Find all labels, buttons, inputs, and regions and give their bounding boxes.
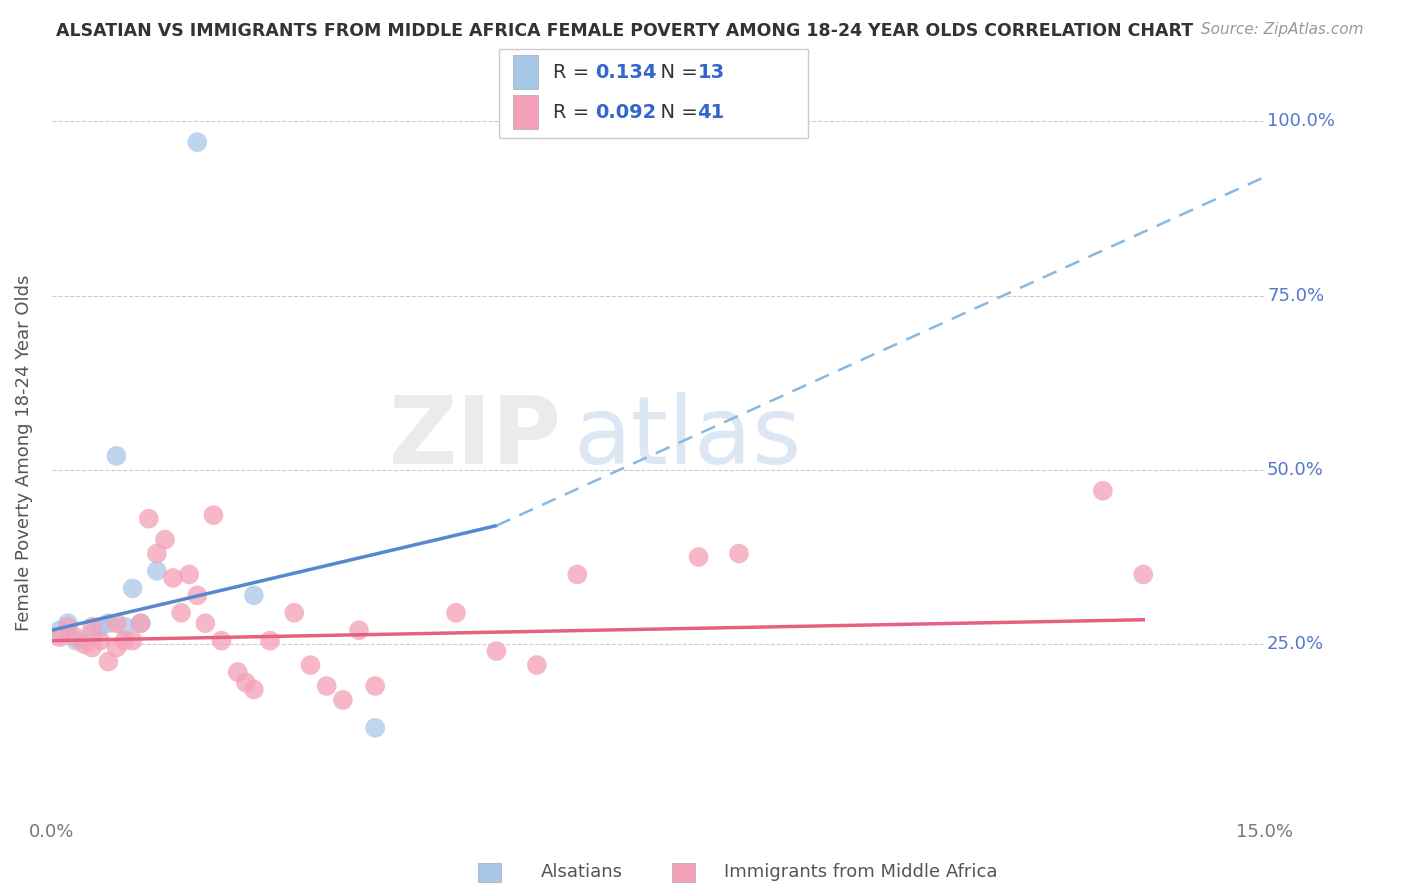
Text: ALSATIAN VS IMMIGRANTS FROM MIDDLE AFRICA FEMALE POVERTY AMONG 18-24 YEAR OLDS C: ALSATIAN VS IMMIGRANTS FROM MIDDLE AFRIC… (56, 22, 1194, 40)
Point (259, 633, 281, 648)
Text: 0.134: 0.134 (595, 62, 657, 82)
Point (485, 644, 508, 658)
Text: N =: N = (648, 103, 704, 122)
Point (114, 620, 136, 634)
Point (129, 616, 152, 631)
Point (146, 547, 169, 561)
Point (243, 588, 266, 602)
Point (105, 616, 128, 631)
Point (105, 449, 128, 463)
Point (82, 640, 104, 655)
Point (56, 620, 79, 634)
Text: R =: R = (553, 103, 595, 122)
Point (226, 665, 249, 679)
Point (364, 721, 387, 735)
Point (97, 616, 120, 631)
Point (179, 567, 201, 582)
Point (170, 606, 193, 620)
Point (153, 533, 176, 547)
Point (49, 624, 72, 638)
Point (526, 658, 548, 673)
Point (186, 135, 208, 149)
Text: 100.0%: 100.0% (1267, 112, 1336, 130)
Point (146, 564, 169, 578)
Y-axis label: Female Poverty Among 18-24 Year Olds: Female Poverty Among 18-24 Year Olds (15, 274, 32, 631)
Point (138, 511, 160, 525)
Text: 25.0%: 25.0% (1267, 635, 1324, 653)
Text: R =: R = (553, 62, 595, 82)
Text: Immigrants from Middle Africa: Immigrants from Middle Africa (724, 863, 998, 881)
Text: 41: 41 (697, 103, 724, 122)
Point (347, 624, 370, 638)
Point (283, 606, 305, 620)
Point (364, 679, 387, 693)
Point (162, 571, 184, 585)
Text: Alsatians: Alsatians (541, 863, 623, 881)
Point (1132, 567, 1154, 582)
Point (186, 588, 208, 602)
Point (56, 616, 79, 631)
Point (1091, 483, 1114, 498)
Point (121, 633, 143, 648)
Point (49, 630, 72, 644)
Point (82, 620, 104, 634)
Point (315, 679, 337, 693)
Text: Source: ZipAtlas.com: Source: ZipAtlas.com (1201, 22, 1364, 37)
Point (97, 655, 120, 669)
Text: ZIP: ZIP (388, 392, 561, 483)
Point (243, 682, 266, 697)
Point (444, 606, 467, 620)
Text: 75.0%: 75.0% (1267, 286, 1324, 304)
Point (89, 633, 111, 648)
Text: 0.092: 0.092 (595, 103, 657, 122)
Text: atlas: atlas (574, 392, 801, 483)
Point (73, 637, 96, 651)
Text: 50.0%: 50.0% (1267, 461, 1324, 479)
Point (299, 658, 322, 673)
Point (235, 675, 257, 690)
Point (89, 620, 111, 634)
Point (567, 567, 589, 582)
Point (194, 616, 217, 631)
Point (105, 640, 128, 655)
Point (332, 693, 354, 707)
Text: 13: 13 (697, 62, 724, 82)
Point (65, 630, 87, 644)
Text: N =: N = (648, 62, 704, 82)
Point (211, 633, 233, 648)
Point (121, 582, 143, 596)
Point (129, 616, 152, 631)
Point (688, 549, 710, 564)
Point (82, 626, 104, 640)
Point (65, 633, 87, 648)
Point (728, 547, 751, 561)
Point (202, 508, 225, 523)
Point (114, 633, 136, 648)
